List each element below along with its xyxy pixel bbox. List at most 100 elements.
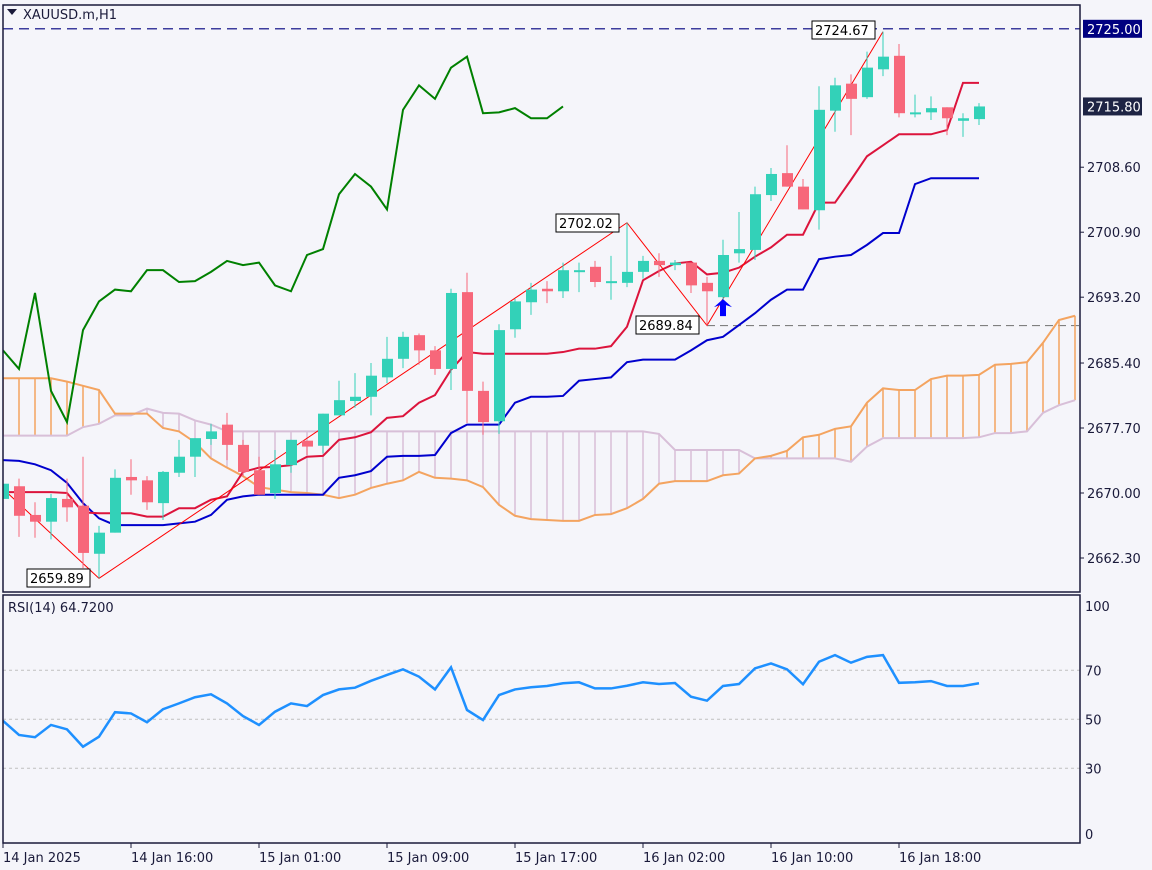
bearish-candle: [798, 186, 809, 210]
symbol-header[interactable]: XAUUSD.m,H1: [7, 8, 117, 23]
bearish-candle: [142, 480, 153, 503]
bullish-candle: [494, 330, 505, 422]
rsi-title: RSI(14) 64.7200: [8, 601, 114, 616]
bullish-candle: [382, 358, 393, 378]
bearish-candle: [894, 55, 905, 114]
bullish-candle: [286, 439, 297, 466]
zigzag-label: 2689.84: [639, 319, 693, 334]
price-axis[interactable]: 2662.30 2670.00 2677.70 2685.40 2693.20 2700.…: [1080, 19, 1142, 567]
current-price-tag: [1083, 97, 1142, 116]
bearish-candle: [782, 173, 793, 187]
bullish-candle: [734, 249, 745, 254]
bullish-candle: [174, 456, 185, 473]
bullish-candle: [398, 336, 409, 359]
bullish-candle: [974, 106, 985, 120]
bullish-candle: [862, 67, 873, 98]
time-tick-label: 16 Jan 18:00: [899, 851, 981, 866]
kijun-sen-line: [3, 177, 979, 527]
zigzag-label: 2724.67: [815, 24, 869, 39]
bearish-candle: [654, 260, 665, 266]
bullish-candle: [510, 301, 521, 330]
bullish-candle: [350, 396, 361, 402]
bullish-candle: [958, 118, 969, 121]
rsi-pane[interactable]: [3, 653, 1080, 769]
price-pane[interactable]: 2659.89 2702.02 2689.84 2724.67: [0, 20, 1080, 588]
current-price-label: 2715.80: [1087, 100, 1141, 115]
bullish-candle: [558, 270, 569, 292]
rsi-series-line: [3, 653, 980, 749]
time-tick-label: 16 Jan 02:00: [643, 851, 725, 866]
bullish-candle: [3, 483, 9, 499]
bullish-candle: [622, 271, 633, 283]
bullish-candle: [46, 498, 57, 522]
bullish-candle: [670, 262, 681, 266]
bearish-candle: [846, 83, 857, 99]
time-axis[interactable]: 14 Jan 2025 14 Jan 16:00 15 Jan 01:00 15 Ja…: [2, 843, 981, 866]
zigzag-label-box: [555, 213, 620, 233]
bullish-candle: [814, 109, 825, 211]
time-tick-label: 15 Jan 17:00: [515, 851, 597, 866]
senkou-span-a-line: [3, 314, 1076, 522]
rsi-pane-frame: [2, 594, 1081, 844]
bearish-candle: [254, 470, 265, 495]
bearish-candle: [942, 107, 953, 119]
rsi-axis[interactable]: 100 70 50 30 0: [1085, 600, 1110, 843]
bullish-candle: [750, 194, 761, 250]
time-tick-label: 16 Jan 10:00: [771, 851, 853, 866]
buy-arrow-icon: [714, 299, 732, 317]
bullish-candle: [366, 375, 377, 397]
level-price-tag: [1083, 19, 1142, 38]
zigzag-labels: 2659.89 2702.02 2689.84 2724.67: [26, 20, 876, 588]
bearish-candle: [478, 390, 489, 423]
bearish-candle: [126, 476, 137, 481]
horizontal-lines: [3, 28, 1080, 327]
bullish-candle: [94, 532, 105, 554]
bearish-candle: [222, 424, 233, 445]
bearish-candle: [590, 266, 601, 282]
rsi-tick-label: 70: [1085, 664, 1102, 679]
bearish-candle: [238, 444, 249, 472]
level-price-label: 2725.00: [1087, 23, 1141, 38]
bearish-candle: [414, 335, 425, 351]
bearish-candle: [430, 350, 441, 369]
bullish-candle: [638, 260, 649, 272]
price-tick-label: 2670.00: [1087, 487, 1141, 502]
bullish-candle: [190, 438, 201, 457]
time-tick-label: 14 Jan 2025: [3, 851, 81, 866]
bullish-candle: [206, 431, 217, 439]
bullish-candle: [766, 173, 777, 196]
rsi-line: [3, 653, 980, 749]
bearish-candle: [462, 292, 473, 391]
bearish-candle: [14, 486, 25, 516]
time-tick-label: 14 Jan 16:00: [131, 851, 213, 866]
bullish-candle: [318, 413, 329, 446]
zigzag-label-box: [26, 568, 91, 588]
chikou-span-line: [3, 55, 564, 426]
rsi-tick-label: 30: [1085, 762, 1102, 777]
price-tick-label: 2700.90: [1087, 226, 1141, 241]
price-tick-label: 2693.20: [1087, 291, 1141, 306]
bearish-candle: [30, 514, 41, 522]
bearish-candle: [686, 262, 697, 286]
bearish-candle: [702, 282, 713, 292]
zigzag-label-box: [811, 20, 876, 40]
symbol-label: XAUUSD.m,H1: [23, 8, 117, 23]
signal-arrows: [714, 299, 732, 317]
rsi-tick-label: 100: [1085, 600, 1110, 615]
bullish-candle: [526, 289, 537, 303]
price-tick-label: 2685.40: [1087, 357, 1141, 372]
price-pane-frame: [2, 4, 1081, 593]
rsi-tick-label: 50: [1085, 713, 1102, 728]
bullish-candle: [718, 254, 729, 298]
zigzag-label: 2702.02: [559, 217, 613, 232]
bullish-candle: [878, 56, 889, 70]
bearish-candle: [302, 440, 313, 447]
bullish-candle: [334, 400, 345, 416]
rsi-tick-label: 0: [1085, 828, 1093, 843]
price-tick-label: 2708.60: [1087, 161, 1141, 176]
bullish-candle: [926, 108, 937, 113]
bullish-candle: [830, 85, 841, 111]
triangle-down-icon[interactable]: [7, 9, 17, 15]
